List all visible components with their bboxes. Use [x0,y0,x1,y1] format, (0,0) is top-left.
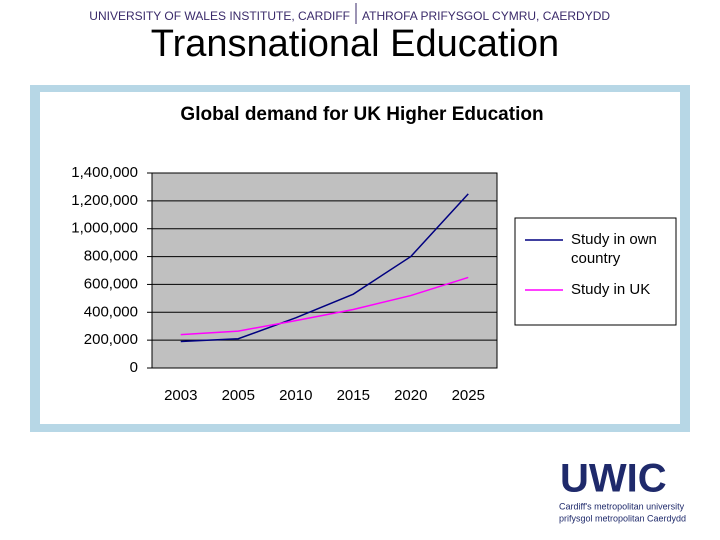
y-tick-label: 1,400,000 [71,164,138,181]
legend [514,217,677,326]
y-tick-label: 600,000 [84,275,138,292]
series-line [180,193,469,343]
x-tick-label: 2005 [222,387,255,404]
logo-line2: prifysgol metropolitan Caerdydd [559,513,686,523]
y-tick-label: 400,000 [84,303,138,320]
header-left: UNIVERSITY OF WALES INSTITUTE, CARDIFF [89,9,350,23]
legend-label: Study in UK [571,281,651,298]
x-tick-label: 2015 [337,387,370,404]
x-tick-label: 2025 [452,387,485,404]
chart-title: Global demand for UK Higher Education [180,104,543,125]
y-tick-label: 200,000 [84,331,138,348]
x-tick-label: 2003 [164,387,197,404]
legend-label: Study in own country [571,231,657,267]
y-tick-label: 1,000,000 [71,220,138,237]
y-tick-label: 800,000 [84,248,138,265]
logo-line1: Cardiff's metropolitan university [559,501,685,511]
logo-mark: UWIC [560,457,667,501]
series-line [180,276,469,336]
y-tick-label: 1,200,000 [71,192,138,209]
x-tick-label: 2020 [394,387,427,404]
plot-area [151,172,498,369]
header-right: ATHROFA PRIFYSGOL CYMRU, CAERDYDD [362,9,610,23]
x-tick-label: 2010 [279,387,312,404]
slide-title: Transnational Education [151,23,559,65]
y-tick-label: 0 [130,359,138,376]
